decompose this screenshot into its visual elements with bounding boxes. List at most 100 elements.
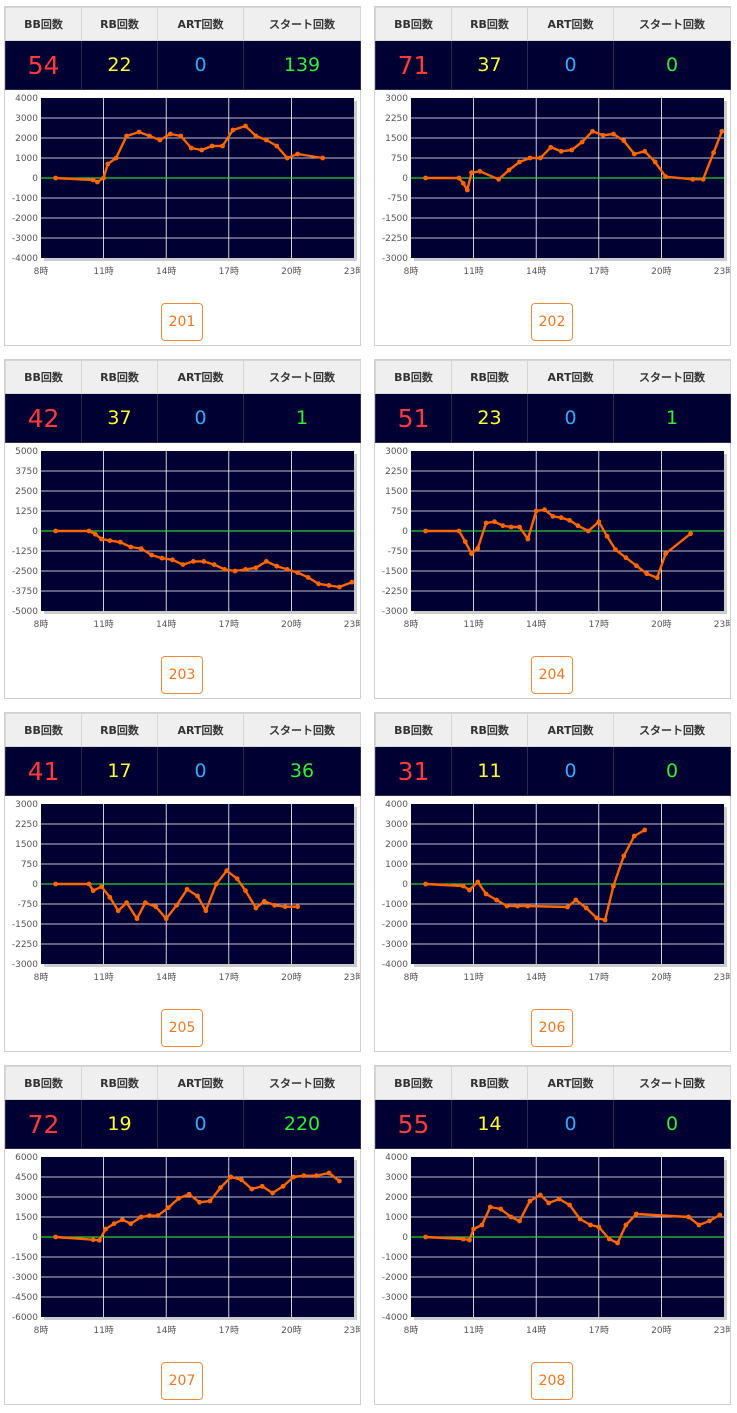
y-tick-label: 5000: [15, 447, 38, 457]
header-rb: RB回数: [451, 360, 528, 394]
x-tick-label: 11時: [93, 1325, 113, 1336]
value-bb: 42: [5, 393, 82, 443]
data-point: [213, 881, 219, 887]
data-point: [301, 1173, 307, 1179]
x-tick-label: 14時: [526, 266, 546, 277]
x-tick-label: 14時: [526, 1325, 546, 1336]
series-line: [55, 529, 353, 589]
slump-chart: 3000 2250 1500 750 0 -750 -1500 -2250 -3000 8時 11時…: [375, 91, 730, 287]
x-tick-label: 14時: [526, 619, 546, 630]
data-point: [573, 897, 579, 903]
y-tick-label: -3000: [12, 960, 38, 970]
machine-number-button[interactable]: 205: [161, 1009, 203, 1047]
data-point: [249, 1186, 255, 1192]
data-point: [711, 150, 716, 156]
y-tick-label: -6000: [12, 1313, 38, 1323]
machine-number-button[interactable]: 208: [531, 1362, 573, 1400]
chart-svg: 4000 3000 2000 1000 0 -1000 -2000 -3000 -4000 8時 1…: [382, 800, 730, 983]
data-point: [53, 528, 59, 534]
data-point: [467, 1237, 472, 1243]
y-tick-label: -2250: [12, 940, 38, 950]
x-tick-label: 17時: [219, 619, 239, 630]
data-point: [508, 524, 514, 530]
y-tick-label: 0: [402, 527, 408, 537]
y-tick-label: 750: [391, 507, 408, 517]
data-point: [165, 1205, 171, 1211]
machine-number-button[interactable]: 207: [161, 1362, 203, 1400]
data-point: [517, 1218, 522, 1224]
value-rb: 14: [451, 1099, 528, 1149]
y-tick-label: 1500: [15, 1213, 38, 1223]
data-point: [253, 565, 259, 571]
x-tick-label: 14時: [156, 972, 176, 983]
data-point: [157, 137, 163, 143]
data-point: [663, 174, 668, 180]
data-point: [243, 123, 248, 129]
data-point: [517, 524, 522, 530]
value-rb: 11: [451, 746, 528, 796]
header-art: ART回数: [527, 360, 614, 394]
data-point: [124, 900, 129, 906]
data-point: [199, 147, 205, 153]
data-point: [596, 1224, 602, 1230]
x-tick-label: 11時: [93, 972, 113, 983]
y-tick-label: -750: [18, 900, 39, 910]
data-point: [159, 555, 165, 561]
data-point: [652, 159, 658, 165]
data-point: [558, 148, 564, 154]
data-point: [623, 555, 629, 561]
machine-card: BB回数 RB回数 ART回数 スタート回数 72 19 0 220 6000 4500 3000 1…: [4, 1065, 361, 1405]
value-bb: 54: [5, 40, 82, 90]
data-point: [483, 520, 489, 526]
data-point: [92, 531, 98, 537]
machine-card: BB回数 RB回数 ART回数 スタート回数 71 37 0 0 3000 2250 1500 750…: [374, 6, 731, 346]
data-point: [99, 884, 104, 890]
data-point: [201, 559, 207, 564]
data-point: [537, 155, 543, 161]
header-rb: RB回数: [81, 7, 158, 41]
value-rb: 23: [451, 393, 528, 443]
x-tick-label: 17時: [219, 972, 239, 983]
data-point: [218, 1185, 223, 1191]
y-tick-label: -5000: [12, 607, 38, 617]
y-tick-label: -1500: [12, 1253, 38, 1263]
data-point: [460, 883, 466, 889]
value-bb: 71: [375, 40, 452, 90]
data-point: [644, 571, 650, 577]
data-point: [615, 1240, 620, 1246]
data-point: [460, 180, 466, 186]
header-rb: RB回数: [451, 7, 528, 41]
data-point: [178, 133, 184, 139]
data-point: [558, 515, 564, 521]
x-tick-label: 8時: [34, 266, 49, 277]
data-point: [423, 528, 429, 534]
header-start: スタート回数: [613, 1066, 731, 1100]
stats-table: BB回数 RB回数 ART回数 スタート回数 51 23 0 1: [375, 360, 731, 443]
data-point: [103, 1226, 109, 1232]
data-point: [498, 1206, 504, 1212]
chart-svg: 4000 3000 2000 1000 0 -1000 -2000 -3000 -4000 8時 1…: [382, 1153, 730, 1336]
machine-number-button[interactable]: 204: [531, 656, 573, 694]
data-point: [688, 531, 694, 537]
data-point: [633, 1211, 639, 1217]
chart-svg: 3000 2250 1500 750 0 -750 -1500 -2250 -3000 8時 11時…: [382, 94, 730, 277]
stats-table: BB回数 RB回数 ART回数 スタート回数 55 14 0 0: [375, 1066, 731, 1149]
machine-card: BB回数 RB回数 ART回数 スタート回数 31 11 0 0 4000 3000 2000 100…: [374, 712, 731, 1052]
y-tick-label: -3000: [382, 940, 408, 950]
data-point: [642, 827, 648, 833]
data-point: [336, 1178, 342, 1184]
slump-chart: 3000 2250 1500 750 0 -750 -1500 -2250 -3000 8時 11時…: [375, 444, 730, 640]
machine-number-button[interactable]: 202: [531, 303, 573, 341]
data-point: [583, 905, 589, 911]
data-point: [527, 155, 533, 161]
data-point: [623, 1222, 629, 1228]
y-tick-label: 2000: [15, 134, 38, 144]
machine-number-button[interactable]: 201: [161, 303, 203, 341]
machine-number-button[interactable]: 203: [161, 656, 203, 694]
data-point: [611, 883, 616, 889]
x-tick-label: 20時: [651, 972, 671, 983]
x-tick-label: 17時: [219, 266, 239, 277]
data-point: [263, 559, 269, 564]
y-tick-label: 4500: [15, 1173, 38, 1183]
machine-number-button[interactable]: 206: [531, 1009, 573, 1047]
